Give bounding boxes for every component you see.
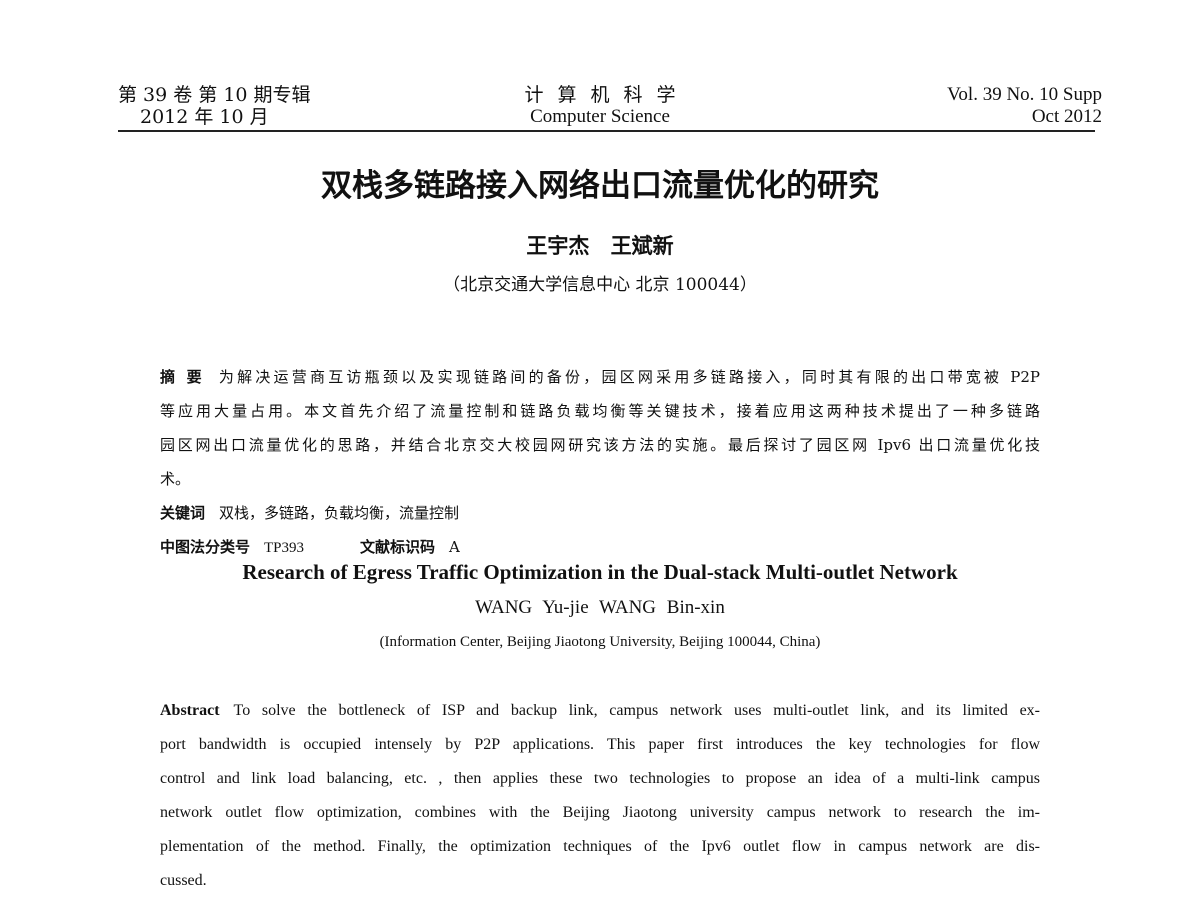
authors-cn: 王宇杰 王斌新 [526,234,674,258]
paper-title-cn: 双栈多链路接入网络出口流量优化的研究 [321,168,879,204]
issue-date: 2012 年 10 月 [140,106,269,128]
abstract-en-line: network outlet flow optimization, combin… [160,804,1040,821]
abstract-cn: 摘 要为解决运营商互访瓶颈以及实现链路间的备份，园区网采用多链路接入，同时其有限… [160,360,1040,564]
classification: 中图法分类号 TP393 文献标识码 A [160,530,1040,564]
volume-issue: 第 39 卷 第 10 期专辑 [118,84,311,106]
journal-issue-en: Vol. 39 No. 10 Supp Oct 2012 [947,84,1102,128]
affiliation-cn: （北京交通大学信息中心 北京 100044） [443,275,757,295]
classification-value: TP393 [264,540,305,556]
abstract-en-label: Abstract [160,702,220,719]
keywords-label: 关键词 [160,504,206,522]
classification-label: 中图法分类号 [160,538,251,556]
keywords-cn: 关键词 双栈，多链路，负载均衡，流量控制 [160,496,1040,530]
journal-name-cn: 计算机科学 [524,84,690,106]
abstract-cn-line: 摘 要为解决运营商互访瓶颈以及实现链路间的备份，园区网采用多链路接入，同时其有限… [160,368,1040,386]
header-rule [118,130,1095,132]
abstract-en: Abstract To solve the bottleneck of ISP a… [160,694,1040,898]
paper-title-en: Research of Egress Traffic Optimization … [242,560,958,584]
abstract-cn-line: 术。 [160,470,191,488]
abstract-cn-label: 摘 要 [160,368,205,386]
issue-date-en: Oct 2012 [1031,106,1102,127]
keywords-value: 双栈，多链路，负载均衡，流量控制 [219,504,460,522]
doc-code-value: A [449,538,460,556]
authors-en: WANG Yu-jie WANG Bin-xin [475,597,725,618]
abstract-cn-line: 等应用大量占用。本文首先介绍了流量控制和链路负载均衡等关键技术，接着应用这两种技… [160,402,1040,420]
doc-code-label: 文献标识码 [360,538,436,556]
abstract-cn-line: 园区网出口流量优化的思路，并结合北京交大校园网研究该方法的实施。最后探讨了园区网… [160,436,1040,454]
abstract-en-line: port bandwidth is occupied intensely by … [160,736,1040,753]
abstract-en-line: Abstract To solve the bottleneck of ISP a… [160,702,1040,719]
volume-issue-en: Vol. 39 No. 10 Supp [947,84,1102,105]
journal-issue: 第 39 卷 第 10 期专辑 2012 年 10 月 [118,84,311,128]
abstract-en-line: plementation of the method. Finally, the… [160,838,1040,855]
affiliation-en: (Information Center, Beijing Jiaotong Un… [379,634,821,650]
abstract-en-line: cussed. [160,872,207,889]
abstract-en-line: control and link load balancing, etc. , … [160,770,1040,787]
journal-name: 计算机科学 Computer Science [0,84,1200,128]
journal-name-en: Computer Science [530,106,670,127]
